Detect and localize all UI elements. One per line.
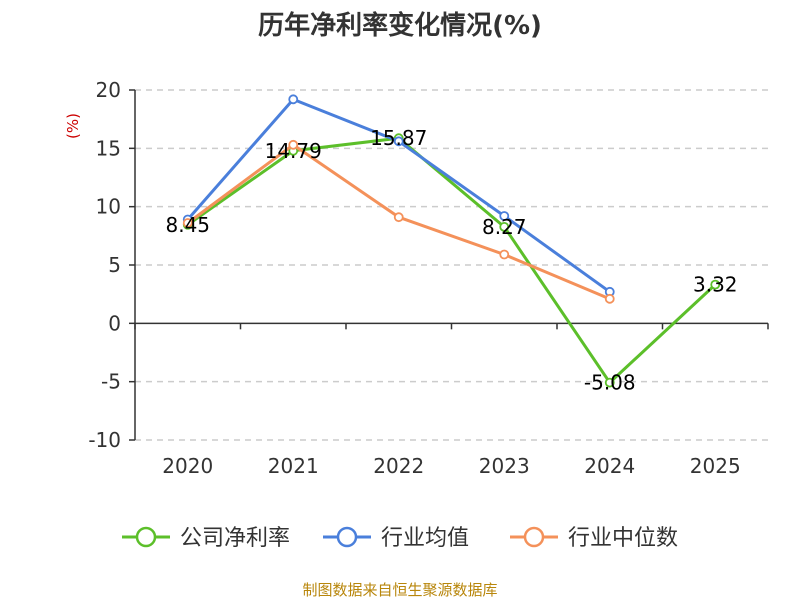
y-tick-label: 5 bbox=[108, 253, 121, 277]
y-tick-label: -10 bbox=[88, 428, 121, 452]
data-point bbox=[499, 221, 510, 232]
y-tick-label: 10 bbox=[96, 195, 121, 219]
axes bbox=[129, 89, 769, 441]
x-tick-label: 2025 bbox=[690, 454, 741, 478]
data-point bbox=[499, 249, 510, 260]
series-lines bbox=[182, 94, 721, 388]
legend: 公司净利率 行业均值 行业中位数 bbox=[122, 526, 678, 551]
source-note: 制图数据来自恒生聚源数据库 bbox=[302, 581, 497, 599]
legend-label: 公司净利率 bbox=[180, 526, 290, 551]
x-tick-label: 2022 bbox=[373, 454, 424, 478]
x-tick-label: 2024 bbox=[584, 454, 635, 478]
legend-label: 行业均值 bbox=[381, 526, 469, 551]
y-tick-label: 0 bbox=[108, 311, 121, 335]
legend-marker bbox=[135, 526, 157, 548]
data-point bbox=[288, 139, 299, 150]
data-point bbox=[604, 293, 615, 304]
y-tick-label: -5 bbox=[101, 370, 121, 394]
data-label: 14.79 bbox=[265, 139, 322, 163]
data-label: 3.32 bbox=[693, 273, 738, 297]
data-point bbox=[393, 136, 404, 147]
data-label: -5.08 bbox=[584, 371, 636, 395]
grid-lines bbox=[135, 89, 768, 441]
x-tick-labels: 2020 2021 2022 2023 2024 2025 bbox=[162, 454, 740, 478]
data-point bbox=[288, 94, 299, 105]
data-point bbox=[710, 279, 721, 290]
chart-title: 历年净利率变化情况(%) bbox=[258, 10, 542, 41]
legend-marker bbox=[523, 526, 545, 548]
y-tick-label: 15 bbox=[96, 136, 121, 160]
data-label: 8.27 bbox=[482, 215, 527, 239]
data-labels: 8.45 14.79 15.87 8.27 -5.08 3.32 bbox=[165, 126, 737, 394]
x-tick-label: 2020 bbox=[162, 454, 213, 478]
legend-label: 行业中位数 bbox=[568, 526, 678, 551]
y-tick-labels: 20 15 10 5 0 -5 -10 bbox=[88, 78, 121, 452]
data-point bbox=[604, 377, 615, 388]
data-point bbox=[393, 212, 404, 223]
data-point bbox=[499, 211, 510, 221]
data-point bbox=[182, 218, 193, 228]
x-tick-label: 2023 bbox=[479, 454, 530, 478]
y-tick-label: 20 bbox=[96, 78, 121, 102]
data-label: 15.87 bbox=[370, 126, 427, 150]
x-tick-label: 2021 bbox=[268, 454, 319, 478]
y-axis-label: (%) bbox=[64, 113, 82, 139]
legend-marker bbox=[336, 526, 358, 548]
series-line-0 bbox=[186, 136, 717, 385]
data-label: 8.45 bbox=[165, 213, 210, 237]
